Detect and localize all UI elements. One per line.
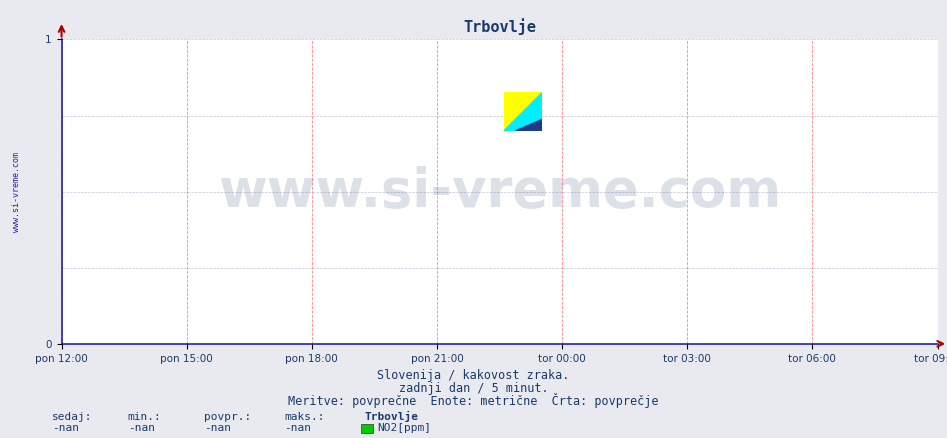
Text: www.si-vreme.com: www.si-vreme.com <box>218 166 781 218</box>
Polygon shape <box>504 92 543 131</box>
Text: Slovenija / kakovost zraka.: Slovenija / kakovost zraka. <box>377 369 570 382</box>
Text: povpr.:: povpr.: <box>204 412 251 422</box>
Text: www.si-vreme.com: www.si-vreme.com <box>11 152 21 232</box>
Text: zadnji dan / 5 minut.: zadnji dan / 5 minut. <box>399 382 548 395</box>
Text: maks.:: maks.: <box>284 412 325 422</box>
Text: -nan: -nan <box>204 423 231 433</box>
Text: Trbovlje: Trbovlje <box>365 410 419 422</box>
Text: min.:: min.: <box>128 412 162 422</box>
Text: NO2[ppm]: NO2[ppm] <box>377 423 431 433</box>
Text: -nan: -nan <box>128 423 155 433</box>
Polygon shape <box>515 119 543 131</box>
Polygon shape <box>504 92 543 131</box>
Title: Trbovlje: Trbovlje <box>463 19 536 35</box>
Text: sedaj:: sedaj: <box>52 412 93 422</box>
Text: -nan: -nan <box>52 423 80 433</box>
Text: Meritve: povprečne  Enote: metrične  Črta: povprečje: Meritve: povprečne Enote: metrične Črta:… <box>288 393 659 408</box>
Text: -nan: -nan <box>284 423 312 433</box>
